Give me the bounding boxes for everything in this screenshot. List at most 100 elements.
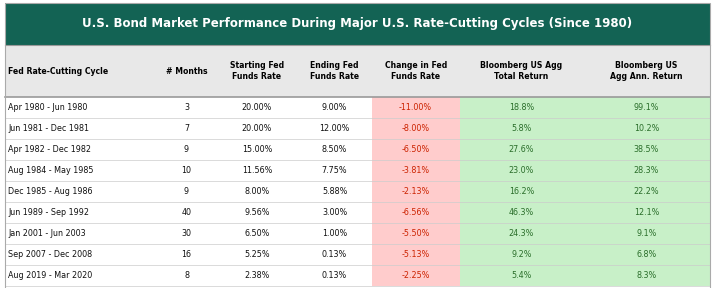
Text: 3.00%: 3.00%: [322, 208, 347, 217]
Text: 30: 30: [182, 229, 192, 238]
FancyBboxPatch shape: [5, 139, 710, 160]
Text: 16.2%: 16.2%: [509, 187, 534, 196]
FancyBboxPatch shape: [5, 160, 710, 181]
Text: 6.8%: 6.8%: [636, 250, 656, 259]
Text: -2.13%: -2.13%: [402, 187, 430, 196]
FancyBboxPatch shape: [5, 97, 710, 118]
FancyBboxPatch shape: [583, 97, 710, 118]
Text: Bloomberg US
Agg Ann. Return: Bloomberg US Agg Ann. Return: [611, 60, 683, 82]
Text: -6.50%: -6.50%: [402, 145, 430, 154]
Text: 22.2%: 22.2%: [633, 187, 659, 196]
FancyBboxPatch shape: [460, 118, 583, 139]
FancyBboxPatch shape: [372, 202, 460, 223]
FancyBboxPatch shape: [5, 244, 710, 265]
Text: 8.50%: 8.50%: [322, 145, 347, 154]
FancyBboxPatch shape: [5, 265, 710, 286]
FancyBboxPatch shape: [5, 223, 710, 244]
Text: Fed Rate-Cutting Cycle: Fed Rate-Cutting Cycle: [8, 67, 108, 75]
FancyBboxPatch shape: [5, 3, 710, 45]
Text: 40: 40: [182, 208, 192, 217]
Text: -5.13%: -5.13%: [402, 250, 430, 259]
FancyBboxPatch shape: [583, 139, 710, 160]
Text: -11.00%: -11.00%: [399, 103, 433, 112]
Text: Dec 1985 - Aug 1986: Dec 1985 - Aug 1986: [8, 187, 92, 196]
Text: 28.3%: 28.3%: [634, 166, 659, 175]
Text: Aug 2019 - Mar 2020: Aug 2019 - Mar 2020: [8, 271, 92, 280]
FancyBboxPatch shape: [583, 265, 710, 286]
FancyBboxPatch shape: [5, 202, 710, 223]
Text: 12.1%: 12.1%: [634, 208, 659, 217]
Text: 9.1%: 9.1%: [636, 229, 657, 238]
Text: Change in Fed
Funds Rate: Change in Fed Funds Rate: [385, 60, 447, 82]
Text: Starting Fed
Funds Rate: Starting Fed Funds Rate: [230, 60, 284, 82]
Text: 9.2%: 9.2%: [511, 250, 532, 259]
FancyBboxPatch shape: [372, 139, 460, 160]
Text: -3.81%: -3.81%: [402, 166, 430, 175]
Text: 12.00%: 12.00%: [320, 124, 350, 133]
FancyBboxPatch shape: [372, 118, 460, 139]
Text: # Months: # Months: [166, 67, 207, 75]
FancyBboxPatch shape: [5, 118, 710, 139]
Text: 7: 7: [184, 124, 189, 133]
Text: 0.13%: 0.13%: [322, 271, 347, 280]
Text: U.S. Bond Market Performance During Major U.S. Rate-Cutting Cycles (Since 1980): U.S. Bond Market Performance During Majo…: [82, 18, 633, 31]
Text: 10.2%: 10.2%: [634, 124, 659, 133]
Text: 18.8%: 18.8%: [509, 103, 534, 112]
Text: -2.25%: -2.25%: [401, 271, 430, 280]
Text: 3: 3: [184, 103, 189, 112]
FancyBboxPatch shape: [460, 181, 583, 202]
Text: Jun 1989 - Sep 1992: Jun 1989 - Sep 1992: [8, 208, 89, 217]
Text: Sep 2007 - Dec 2008: Sep 2007 - Dec 2008: [8, 250, 92, 259]
Text: 9: 9: [184, 187, 189, 196]
Text: 9.00%: 9.00%: [322, 103, 347, 112]
Text: 20.00%: 20.00%: [242, 103, 272, 112]
FancyBboxPatch shape: [372, 97, 460, 118]
FancyBboxPatch shape: [460, 223, 583, 244]
FancyBboxPatch shape: [583, 118, 710, 139]
FancyBboxPatch shape: [372, 244, 460, 265]
FancyBboxPatch shape: [5, 181, 710, 202]
FancyBboxPatch shape: [460, 139, 583, 160]
FancyBboxPatch shape: [460, 97, 583, 118]
Text: -5.50%: -5.50%: [402, 229, 430, 238]
FancyBboxPatch shape: [460, 244, 583, 265]
Text: 6.50%: 6.50%: [245, 229, 270, 238]
FancyBboxPatch shape: [372, 181, 460, 202]
Text: 10: 10: [182, 166, 192, 175]
FancyBboxPatch shape: [583, 181, 710, 202]
Text: 5.4%: 5.4%: [511, 271, 531, 280]
Text: 20.00%: 20.00%: [242, 124, 272, 133]
Text: 2.38%: 2.38%: [245, 271, 270, 280]
FancyBboxPatch shape: [583, 244, 710, 265]
Text: 46.3%: 46.3%: [509, 208, 534, 217]
Text: Aug 1984 - May 1985: Aug 1984 - May 1985: [8, 166, 94, 175]
Text: 15.00%: 15.00%: [242, 145, 272, 154]
Text: -8.00%: -8.00%: [402, 124, 430, 133]
Text: 23.0%: 23.0%: [509, 166, 534, 175]
Text: -6.56%: -6.56%: [402, 208, 430, 217]
Text: 9: 9: [184, 145, 189, 154]
Text: 8.00%: 8.00%: [245, 187, 270, 196]
FancyBboxPatch shape: [460, 202, 583, 223]
Text: Ending Fed
Funds Rate: Ending Fed Funds Rate: [310, 60, 359, 82]
Text: Apr 1982 - Dec 1982: Apr 1982 - Dec 1982: [8, 145, 91, 154]
FancyBboxPatch shape: [5, 45, 710, 97]
Text: Bloomberg US Agg
Total Return: Bloomberg US Agg Total Return: [480, 60, 563, 82]
Text: Jun 1981 - Dec 1981: Jun 1981 - Dec 1981: [8, 124, 89, 133]
Text: 38.5%: 38.5%: [634, 145, 659, 154]
Text: 24.3%: 24.3%: [509, 229, 534, 238]
FancyBboxPatch shape: [583, 223, 710, 244]
Text: 5.88%: 5.88%: [322, 187, 347, 196]
Text: 7.75%: 7.75%: [322, 166, 347, 175]
FancyBboxPatch shape: [583, 202, 710, 223]
Text: 11.56%: 11.56%: [242, 166, 272, 175]
FancyBboxPatch shape: [372, 160, 460, 181]
FancyBboxPatch shape: [460, 265, 583, 286]
Text: 5.25%: 5.25%: [245, 250, 270, 259]
Text: 8: 8: [184, 271, 189, 280]
Text: 8.3%: 8.3%: [636, 271, 656, 280]
Text: 9.56%: 9.56%: [245, 208, 270, 217]
Text: Apr 1980 - Jun 1980: Apr 1980 - Jun 1980: [8, 103, 87, 112]
Text: 16: 16: [182, 250, 192, 259]
Text: Jan 2001 - Jun 2003: Jan 2001 - Jun 2003: [8, 229, 86, 238]
